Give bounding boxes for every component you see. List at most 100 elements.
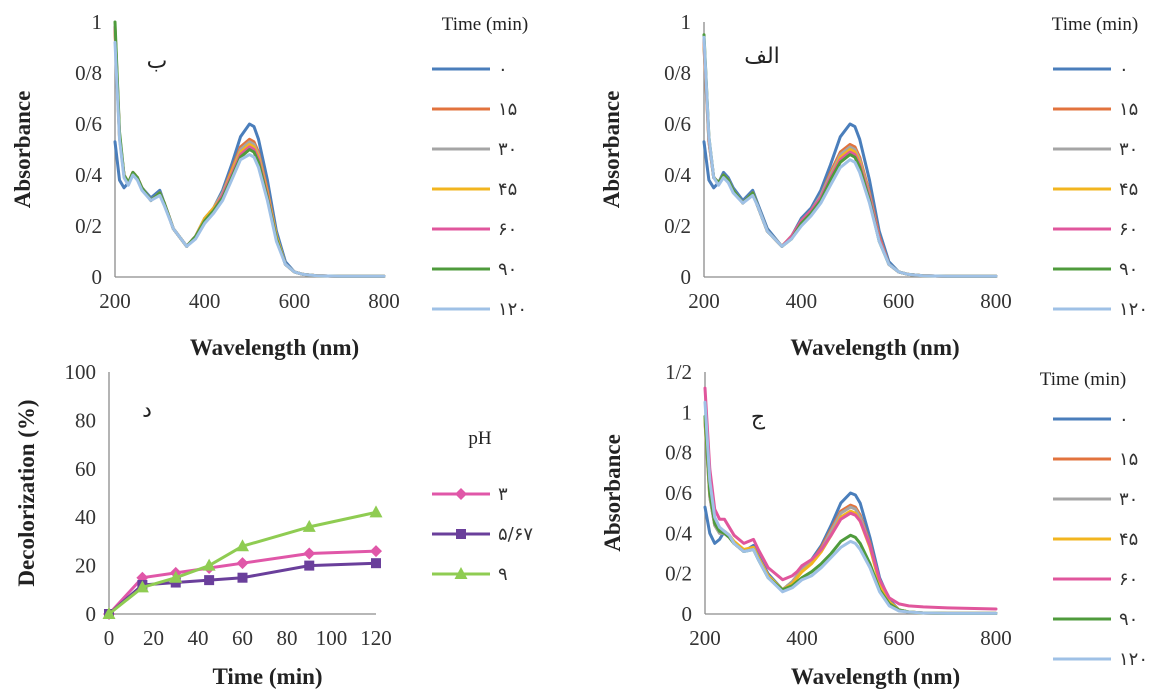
panel-label: ج bbox=[751, 405, 766, 430]
legend-label: ۶۰ bbox=[1119, 219, 1138, 240]
legend-label: ۹۰ bbox=[1119, 259, 1138, 280]
x-tick-label: 200 bbox=[688, 289, 720, 313]
legend-label: ۰ bbox=[498, 59, 508, 80]
series-7 bbox=[703, 400, 998, 615]
x-axis-title: Wavelength (nm) bbox=[190, 335, 359, 360]
legend-label: ۱۵ bbox=[1119, 449, 1138, 470]
legend-title: Time (min) bbox=[1040, 369, 1126, 390]
legend-label: ۰ bbox=[1119, 409, 1129, 430]
panel-label: ب bbox=[147, 49, 168, 74]
legend-label: ۱۲۰ bbox=[1119, 649, 1148, 670]
legend-entry: ۱۵ bbox=[1053, 449, 1138, 470]
legend-label: ۳۰ bbox=[498, 139, 517, 160]
legend-entry: ۰ bbox=[1053, 409, 1129, 430]
legend-entry: ۹ bbox=[432, 564, 508, 585]
y-tick-label: 100 bbox=[65, 360, 97, 384]
x-tick-label: 40 bbox=[188, 626, 209, 650]
y-tick-label: 0/2 bbox=[665, 562, 692, 586]
legend-label: ۱۲۰ bbox=[1119, 299, 1148, 320]
series-2 bbox=[702, 46, 998, 278]
x-tick-label: 80 bbox=[277, 626, 298, 650]
x-tick-label: 800 bbox=[368, 289, 400, 313]
data-point bbox=[302, 519, 316, 532]
legend-entry: ۹۰ bbox=[432, 259, 517, 280]
data-point bbox=[204, 575, 215, 586]
chart-svg: 200 400 600 800 0 0/2 0/4 0/6 0/8 1 Wavelength (nm… bbox=[599, 10, 1148, 360]
series-3 bbox=[703, 418, 998, 615]
y-tick-label: 1 bbox=[92, 10, 103, 34]
panel-label: د bbox=[142, 398, 152, 423]
series-5 bbox=[703, 386, 998, 611]
panel-label: الف bbox=[744, 44, 780, 69]
y-tick-label: 1 bbox=[682, 400, 693, 424]
legend-entry: ۳ bbox=[432, 484, 508, 505]
x-axis-title: Wavelength (nm) bbox=[791, 664, 960, 689]
legend-label: ۱۲۰ bbox=[498, 299, 527, 320]
legend-entry: ۹۰ bbox=[1053, 609, 1138, 630]
legend-entry: ۱۲۰ bbox=[1053, 649, 1148, 670]
x-tick-label: 400 bbox=[786, 626, 818, 650]
x-tick-label: 600 bbox=[883, 626, 915, 650]
y-axis-title: Absorbance bbox=[600, 434, 625, 552]
legend-label: ۴۵ bbox=[1119, 529, 1138, 550]
series-3 bbox=[102, 505, 383, 619]
y-tick-label: 0/8 bbox=[664, 61, 691, 85]
y-tick-label: 0/6 bbox=[664, 112, 691, 136]
y-tick-label: 20 bbox=[75, 554, 96, 578]
x-tick-label: 800 bbox=[980, 289, 1012, 313]
data-point bbox=[136, 571, 149, 584]
legend-label: ۹۰ bbox=[498, 259, 517, 280]
legend-entry: ۶۰ bbox=[1053, 219, 1138, 240]
x-tick-label: 200 bbox=[689, 626, 721, 650]
legend-entry: ۳۰ bbox=[432, 139, 517, 160]
series-4 bbox=[703, 416, 998, 615]
x-tick-label: 200 bbox=[99, 289, 131, 313]
y-tick-label: 1 bbox=[681, 10, 692, 34]
legend-label: ۵/۶۷ bbox=[498, 524, 533, 545]
x-tick-label: 20 bbox=[143, 626, 164, 650]
data-point bbox=[303, 547, 316, 560]
y-tick-label: 0/4 bbox=[665, 521, 692, 545]
legend-label: ۹۰ bbox=[1119, 609, 1138, 630]
axes bbox=[108, 372, 376, 615]
legend-entry: ۱۲۰ bbox=[1053, 299, 1148, 320]
x-tick-label: 800 bbox=[980, 626, 1012, 650]
legend-label: ۱۵ bbox=[498, 99, 517, 120]
chart-svg: 0 20 40 60 80 100 120 0 20 40 60 80 100 Time (min) Dec… bbox=[14, 360, 533, 689]
series-line bbox=[703, 386, 998, 611]
legend-title: Time (min) bbox=[442, 14, 528, 35]
legend-entry: ۱۵ bbox=[432, 99, 517, 120]
y-tick-label: 40 bbox=[75, 505, 96, 529]
series-line bbox=[702, 35, 998, 278]
y-tick-label: 0 bbox=[86, 602, 97, 626]
legend-title: Time (min) bbox=[1052, 14, 1138, 35]
data-point bbox=[371, 558, 381, 569]
y-tick-label: 0/4 bbox=[75, 163, 102, 187]
chart-panel-top-left: 200 400 600 800 0 0/2 0/4 0/6 0/8 1 Wavelength (nm… bbox=[0, 0, 575, 360]
legend-marker bbox=[456, 529, 466, 539]
data-point bbox=[202, 558, 216, 571]
legend-entry: ۹۰ bbox=[1053, 259, 1138, 280]
legend-marker bbox=[454, 567, 468, 579]
y-tick-label: 0 bbox=[682, 602, 693, 626]
legend-entry: ۰ bbox=[432, 59, 508, 80]
legend-entry: ۳۰ bbox=[1053, 139, 1138, 160]
legend-title: pH bbox=[468, 428, 492, 449]
series-line bbox=[703, 400, 998, 615]
legend-entry: ۱۵ bbox=[1053, 99, 1138, 120]
data-point bbox=[369, 505, 383, 518]
series-line bbox=[107, 561, 378, 616]
legend-entry: ۵/۶۷ bbox=[432, 524, 533, 545]
data-point bbox=[236, 539, 249, 552]
y-tick-label: 0/6 bbox=[75, 112, 102, 136]
legend-entry: ۴۵ bbox=[1053, 529, 1138, 550]
y-tick-label: 0 bbox=[681, 265, 692, 289]
series-2 bbox=[703, 420, 998, 615]
y-tick-label: 0 bbox=[92, 265, 103, 289]
data-point bbox=[236, 557, 249, 570]
x-tick-label: 600 bbox=[883, 289, 915, 313]
legend-label: ۳ bbox=[498, 484, 508, 505]
legend-label: ۰ bbox=[1119, 59, 1129, 80]
legend-label: ۴۵ bbox=[498, 179, 517, 200]
series-6 bbox=[702, 33, 998, 278]
